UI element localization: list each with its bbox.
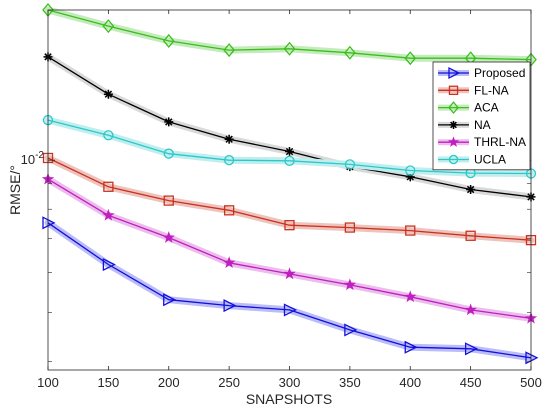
data-point xyxy=(465,230,476,241)
legend-label: NA xyxy=(474,118,491,132)
x-tick-label: 450 xyxy=(460,375,482,390)
data-point xyxy=(223,299,237,313)
legend-entry: UCLA xyxy=(438,153,506,167)
data-point xyxy=(162,231,175,243)
data-point xyxy=(344,323,358,337)
data-point xyxy=(162,33,175,48)
legend-label: Proposed xyxy=(474,66,525,80)
legend-marker xyxy=(448,154,459,165)
x-tick-label: 250 xyxy=(218,375,240,390)
data-point xyxy=(344,159,356,170)
data-point xyxy=(283,303,297,317)
data-point xyxy=(464,303,477,316)
data-point xyxy=(405,172,415,182)
series-thrl-na xyxy=(41,172,538,324)
legend-label: UCLA xyxy=(474,153,506,167)
data-point xyxy=(404,290,417,303)
data-point xyxy=(222,256,236,269)
x-tick-label: 150 xyxy=(98,375,120,390)
x-axis-label: SNAPSHOTS xyxy=(246,391,332,407)
series-proposed xyxy=(42,216,539,365)
data-point xyxy=(224,134,234,144)
data-point xyxy=(102,208,115,221)
data-point xyxy=(102,257,116,272)
legend: Proposed FL-NA ACA NA THRL-NA UCLA xyxy=(432,61,531,171)
x-tick-label: 300 xyxy=(279,375,301,390)
y-axis-label: RMSE/° xyxy=(7,165,23,215)
data-point xyxy=(343,278,357,291)
data-point xyxy=(405,165,416,176)
data-point xyxy=(404,340,418,354)
legend-marker xyxy=(449,120,458,129)
data-point xyxy=(404,51,417,66)
legend-entry: FL-NA xyxy=(438,83,509,97)
data-point xyxy=(223,43,235,58)
series-na xyxy=(43,52,536,202)
legend-label: ACA xyxy=(474,101,499,115)
x-tick-label: 350 xyxy=(339,375,361,390)
series-line xyxy=(47,222,532,359)
data-point xyxy=(163,195,174,206)
y-tick-label: 10-2 xyxy=(21,150,45,167)
data-point xyxy=(163,148,174,159)
data-point xyxy=(525,351,539,365)
series-line xyxy=(47,157,532,241)
data-point xyxy=(223,205,235,216)
data-point xyxy=(466,185,476,195)
legend-entry: Proposed xyxy=(438,66,525,80)
x-tick-label: 400 xyxy=(399,375,421,390)
x-tick-label: 100 xyxy=(37,375,59,390)
data-point xyxy=(284,155,295,166)
data-point xyxy=(344,222,356,233)
data-point xyxy=(405,225,416,236)
data-point xyxy=(103,89,113,99)
legend-entry: NA xyxy=(438,118,491,132)
legend-label: THRL-NA xyxy=(474,135,526,149)
data-point xyxy=(283,41,296,56)
data-point xyxy=(102,19,115,34)
legend-box xyxy=(432,61,531,171)
data-point xyxy=(42,216,56,230)
series-line xyxy=(47,9,532,61)
data-point xyxy=(464,342,479,356)
data-point xyxy=(163,293,177,307)
legend-label: FL-NA xyxy=(474,83,509,97)
legend-marker xyxy=(448,101,459,115)
data-point xyxy=(223,155,235,166)
series-layer xyxy=(41,2,539,365)
data-point xyxy=(103,130,114,141)
data-point xyxy=(284,220,295,231)
data-point xyxy=(285,147,294,157)
data-point xyxy=(344,45,356,60)
legend-entry: THRL-NA xyxy=(438,135,526,149)
x-tick-label: 200 xyxy=(158,375,180,390)
legend-marker xyxy=(448,85,459,96)
data-point xyxy=(283,267,296,280)
series-fl-na xyxy=(42,152,537,246)
legend-marker xyxy=(447,136,460,147)
series-line xyxy=(47,119,532,175)
data-point xyxy=(164,117,174,127)
x-tick-label: 500 xyxy=(520,375,542,390)
legend-marker xyxy=(448,66,461,80)
data-point xyxy=(103,181,114,192)
legend-entry: ACA xyxy=(438,101,499,115)
x-axis-ticks: 100 150 200 250 300 350 400 450 500 xyxy=(37,10,542,390)
